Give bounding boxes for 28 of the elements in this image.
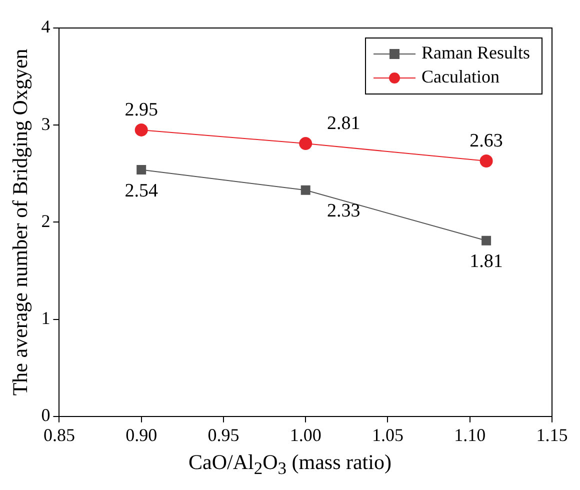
x-tick-label: 1.05	[372, 424, 404, 445]
y-tick-label: 3	[41, 114, 50, 134]
y-tick-label: 1	[41, 308, 50, 328]
point	[482, 236, 492, 246]
data-label: 2.54	[124, 180, 158, 202]
legend-label: Caculation	[422, 66, 500, 87]
point	[136, 165, 146, 175]
x-tick-label: 1.00	[290, 424, 322, 445]
point	[480, 154, 493, 168]
legend-label: Raman Results	[422, 42, 530, 63]
y-tick-label: 2	[41, 210, 50, 231]
x-tick-label: 0.90	[126, 424, 158, 445]
x-tick-label: 0.85	[43, 424, 75, 445]
data-label: 2.33	[326, 200, 360, 222]
y-axis-title: The average number of Bridging Oxgyen	[8, 48, 32, 396]
y-tick-label: 0	[41, 405, 50, 426]
y-tick-label: 4	[41, 16, 50, 37]
data-label: 2.63	[470, 130, 503, 152]
point	[300, 185, 310, 195]
data-label: 1.81	[470, 251, 503, 272]
data-label: 2.81	[326, 113, 360, 134]
x-tick-label: 1.10	[454, 424, 486, 445]
x-tick-label: 0.95	[208, 424, 240, 445]
x-tick-label: 1.15	[536, 424, 568, 445]
point	[134, 123, 148, 136]
point	[299, 137, 312, 150]
x-axis-title: CaO/Al$_{2}$O$_{3}$ (mass ratio)	[188, 450, 392, 480]
data-label: 2.95	[124, 99, 158, 120]
